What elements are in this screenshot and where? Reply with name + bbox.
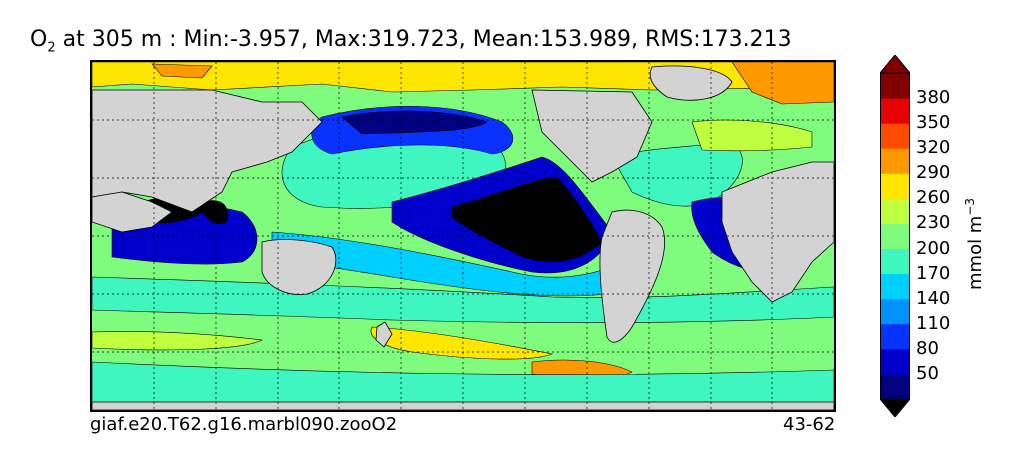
land-greenland [649,65,733,101]
colorbar-segment [880,348,910,375]
arctic-high-o2 [731,62,834,105]
eastern-pacific-omz-core [452,177,602,262]
title-stats: at 305 m : Min:-3.957, Max:319.723, Mean… [55,27,792,52]
colorbar-frame [880,72,910,400]
colorbar-segment [880,298,910,325]
north-pacific-subarctic-core [341,110,488,135]
title-variable-subscript: 2 [47,40,56,56]
colorbar-segment [880,223,910,250]
colorbar-tick-label: 140 [916,287,951,309]
colorbar-segment [880,248,910,275]
colorbar-units-main: mmol m [965,215,986,290]
land [92,65,834,410]
land-eurasia [92,89,323,213]
colorbar-segment [880,373,910,400]
antarctic-margin [92,361,834,410]
colorbar-units: mmol m−3 [963,198,986,290]
colorbar-tick-label: 260 [916,187,951,209]
land-new-zealand [375,321,393,348]
colorbar-extend-min [880,398,910,417]
colorbar-segment [880,198,910,224]
case-name: giaf.e20.T62.g16.marbl090.zooO2 [90,414,398,435]
colorbar-segment [880,73,910,99]
year-range: 43-62 [783,414,836,435]
colorbar-segment [880,173,910,199]
colorbar-tick-label: 350 [916,112,951,134]
colorbar-segment [880,98,910,124]
map-svg [92,62,834,410]
bay-of-bengal-omz [202,200,228,224]
land-africa-east [92,191,173,233]
map-plot-area [90,60,836,412]
colorbar-segment [880,123,910,149]
land-south-america [599,209,666,343]
land-australia [261,239,337,295]
colorbar-extend-max [880,55,910,74]
colorbar-tick-label: 380 [916,87,951,109]
colorbar-tick-label: 320 [916,137,951,159]
title-variable: O [30,27,48,52]
colorbar-tick-label: 290 [916,162,951,184]
south-pacific-high [370,326,554,360]
land-north-america [531,89,653,183]
land-africa [721,161,834,303]
colorbar-tick-label: 80 [916,337,939,359]
colorbar-tick-label: 230 [916,212,951,234]
colorbar-tick-label: 50 [916,362,939,384]
graticule [92,62,834,410]
colorbar-tick-label: 200 [916,237,951,259]
colorbar-tick-label: 170 [916,262,951,284]
chart-title: O2 at 305 m : Min:-3.957, Max:319.723, M… [30,27,792,55]
colorbar-segment [880,323,910,350]
colorbar-units-exponent: −3 [963,197,977,216]
colorbar [880,55,910,417]
colorbar-tick-label: 110 [916,312,951,334]
north-atlantic-subtropical [611,141,743,207]
colorbar-segment [880,148,910,174]
arctic-high-o2-west [151,63,213,79]
colorbar-segment [880,273,910,300]
southern-indian-band [92,331,264,351]
